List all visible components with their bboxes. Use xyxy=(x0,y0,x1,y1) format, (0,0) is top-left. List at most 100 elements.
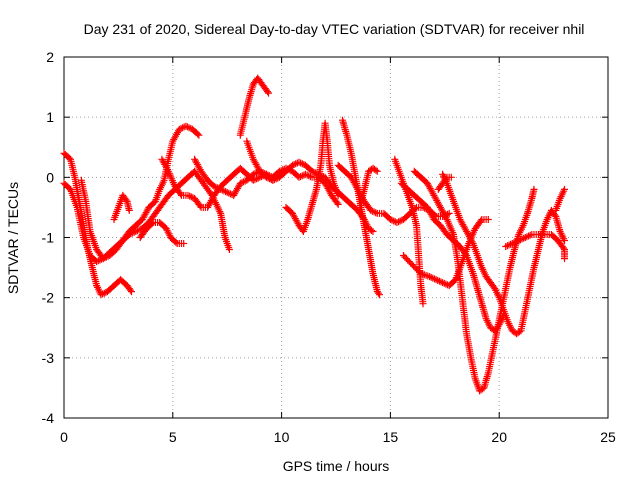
data-point xyxy=(206,206,209,209)
data-point xyxy=(202,182,205,185)
data-point xyxy=(559,197,561,200)
data-point xyxy=(76,206,78,209)
data-point xyxy=(176,242,178,245)
data-point xyxy=(522,224,524,227)
y-tick-label: -3 xyxy=(42,350,55,366)
data-point xyxy=(343,170,346,173)
data-point xyxy=(513,248,516,251)
data-point xyxy=(356,209,359,212)
data-point xyxy=(224,236,226,239)
data-point xyxy=(415,224,418,227)
data-point xyxy=(537,248,540,251)
data-point xyxy=(563,188,566,191)
y-axis-label: SDTVAR / TECUs xyxy=(5,182,21,294)
data-point xyxy=(426,182,429,185)
data-point xyxy=(261,83,263,85)
data-point xyxy=(480,218,483,221)
data-point xyxy=(446,176,448,179)
data-point xyxy=(511,329,514,332)
data-point xyxy=(180,194,183,197)
series-track-4 xyxy=(110,191,133,223)
x-tick-label: 20 xyxy=(491,429,507,445)
data-point xyxy=(461,260,464,263)
data-point xyxy=(428,275,431,278)
data-point xyxy=(167,170,170,173)
y-axis-ticks: -4 -3 -2 -1 0 1 2 xyxy=(42,49,608,426)
data-point xyxy=(326,140,329,143)
data-point xyxy=(370,209,372,212)
data-point xyxy=(350,152,353,155)
data-point xyxy=(259,176,261,179)
data-point xyxy=(198,134,200,137)
data-point xyxy=(487,372,490,374)
data-point xyxy=(306,218,309,221)
data-point xyxy=(213,185,215,188)
data-point xyxy=(474,378,477,380)
data-point xyxy=(108,254,111,257)
data-point xyxy=(272,179,274,182)
data-point xyxy=(435,215,437,218)
data-point xyxy=(311,176,313,179)
y-tick-label: 0 xyxy=(46,169,54,185)
data-point xyxy=(91,266,94,269)
data-point xyxy=(135,224,137,227)
data-point xyxy=(145,227,148,230)
data-point xyxy=(489,281,492,284)
data-point xyxy=(491,351,494,353)
data-point xyxy=(465,230,468,233)
data-point xyxy=(396,221,398,224)
data-point xyxy=(389,218,392,221)
data-point xyxy=(376,212,379,215)
data-point xyxy=(74,176,76,179)
data-point xyxy=(478,390,481,392)
data-point xyxy=(178,128,181,130)
data-point xyxy=(474,227,477,230)
data-point xyxy=(450,176,453,179)
data-point xyxy=(498,296,501,299)
data-point xyxy=(550,233,553,236)
data-point xyxy=(524,308,527,311)
data-point xyxy=(517,233,520,236)
y-tick-label: -1 xyxy=(42,230,55,246)
data-point xyxy=(393,158,396,161)
data-point xyxy=(100,293,102,296)
data-point xyxy=(372,272,374,275)
data-point xyxy=(187,176,189,179)
series-markers xyxy=(60,149,135,299)
y-tick-label: 1 xyxy=(46,109,54,125)
data-point xyxy=(165,227,168,230)
data-point xyxy=(84,200,87,203)
data-point xyxy=(433,194,435,197)
data-point xyxy=(350,203,353,206)
data-point xyxy=(446,182,448,185)
grid xyxy=(64,57,608,418)
data-point xyxy=(413,194,416,197)
data-point xyxy=(135,230,137,233)
data-point xyxy=(346,134,348,137)
data-point xyxy=(304,164,307,167)
data-point xyxy=(489,326,492,329)
data-point xyxy=(115,248,118,251)
x-tick-label: 15 xyxy=(383,429,399,445)
data-point xyxy=(130,290,133,293)
x-axis-ticks: 0 5 10 15 20 25 xyxy=(60,57,616,445)
data-point xyxy=(400,182,403,185)
data-point xyxy=(528,287,531,290)
data-point xyxy=(163,179,165,182)
series-track-16 xyxy=(410,167,538,395)
data-point xyxy=(448,284,450,287)
series-track-8 xyxy=(236,74,272,139)
data-point xyxy=(420,200,422,203)
data-point xyxy=(106,290,109,293)
data-point xyxy=(328,164,331,167)
series-track-1 xyxy=(60,149,135,299)
y-tick-label: 2 xyxy=(46,49,54,65)
data-point xyxy=(454,206,457,209)
data-point xyxy=(315,188,318,191)
data-point xyxy=(167,158,170,161)
data-point xyxy=(487,218,490,221)
data-point xyxy=(69,188,72,191)
data-point xyxy=(265,89,268,91)
data-point xyxy=(113,218,115,221)
